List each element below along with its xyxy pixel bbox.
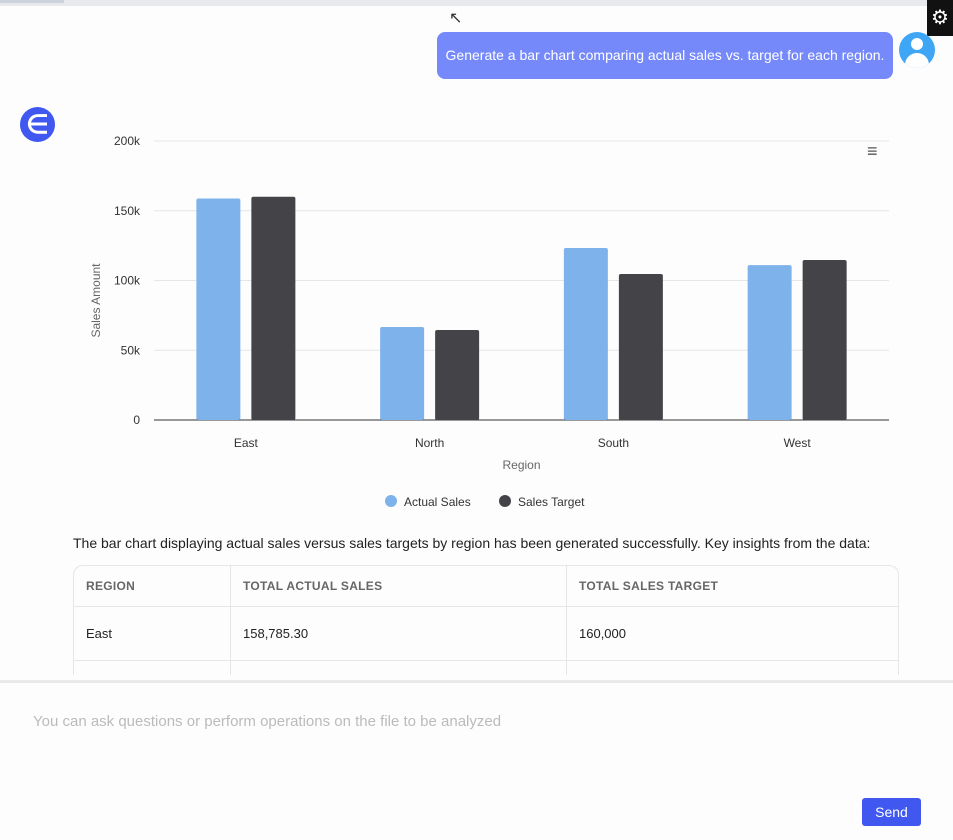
bar-sales-target bbox=[618, 273, 663, 420]
y-tick-label: 50k bbox=[121, 343, 141, 357]
x-tick-label: West bbox=[784, 436, 812, 450]
bar-actual-sales bbox=[563, 247, 608, 420]
y-tick-label: 200k bbox=[114, 134, 141, 148]
user-avatar-icon bbox=[899, 32, 935, 68]
y-tick-label: 150k bbox=[114, 204, 141, 218]
header-target: TOTAL SALES TARGET bbox=[579, 579, 719, 593]
top-bar bbox=[0, 0, 953, 6]
gear-icon[interactable]: ⚙ bbox=[927, 0, 953, 36]
chat-input[interactable]: You can ask questions or perform operati… bbox=[33, 713, 502, 730]
legend-marker bbox=[385, 495, 397, 507]
legend-marker bbox=[499, 495, 511, 507]
y-axis-title: Sales Amount bbox=[89, 263, 103, 338]
table-row: East 158,785.30 160,000 bbox=[74, 607, 898, 661]
x-tick-label: South bbox=[598, 436, 629, 450]
x-axis-title: Region bbox=[502, 458, 540, 472]
table-row bbox=[74, 661, 898, 675]
bar-sales-target bbox=[802, 259, 847, 420]
x-tick-label: North bbox=[415, 436, 444, 450]
header-region: REGION bbox=[74, 566, 231, 606]
x-tick-label: East bbox=[234, 436, 259, 450]
bar-actual-sales bbox=[196, 198, 241, 420]
data-table: REGION TOTAL ACTUAL SALES TOTAL SALES TA… bbox=[73, 565, 899, 675]
bar-sales-target bbox=[251, 196, 296, 420]
bar-actual-sales bbox=[380, 326, 425, 420]
bar-actual-sales bbox=[747, 265, 792, 420]
legend-label: Sales Target bbox=[518, 495, 585, 509]
bar-chart: 0 50k 100k 150k 200k East North South West Region… bbox=[89, 134, 889, 509]
insight-text: The bar chart displaying actual sales ve… bbox=[73, 535, 871, 551]
cell-actual: 158,785.30 bbox=[231, 607, 567, 660]
bot-logo-icon: ∈ bbox=[20, 107, 55, 142]
header-actual: TOTAL ACTUAL SALES bbox=[231, 566, 567, 606]
cell-target: 160,000 bbox=[579, 626, 626, 641]
y-tick-label: 100k bbox=[114, 274, 141, 288]
send-button[interactable]: Send bbox=[862, 798, 921, 826]
legend-label: Actual Sales bbox=[404, 495, 471, 509]
bar-sales-target bbox=[435, 330, 480, 420]
chat-input-area[interactable]: You can ask questions or perform operati… bbox=[0, 680, 953, 840]
mouse-cursor-icon: ↖ bbox=[449, 10, 463, 27]
hamburger-menu-icon[interactable]: ≡ bbox=[867, 141, 878, 161]
user-message: Generate a bar chart comparing actual sa… bbox=[437, 32, 893, 79]
tab-indicator bbox=[0, 0, 64, 3]
table-header: REGION TOTAL ACTUAL SALES TOTAL SALES TA… bbox=[74, 566, 898, 607]
y-tick-label: 0 bbox=[133, 413, 140, 427]
cell-region: East bbox=[74, 607, 231, 660]
